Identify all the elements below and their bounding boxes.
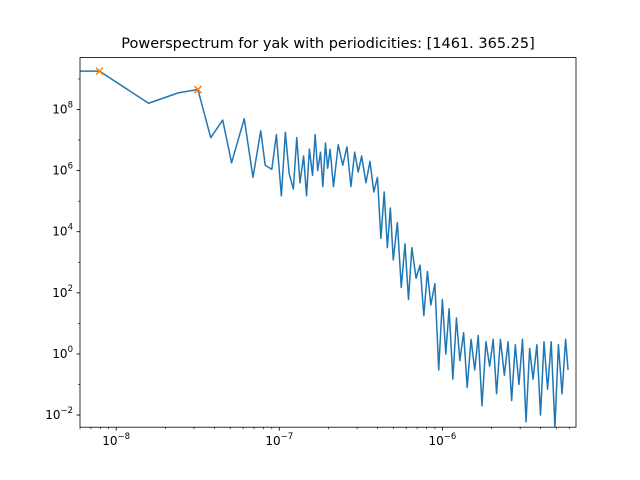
- x-tick-label: 10−6: [428, 432, 456, 448]
- series-line-0: [80, 70, 569, 428]
- chart-title: Powerspectrum for yak with periodicities…: [121, 36, 535, 52]
- peak-marker: [193, 85, 202, 94]
- y-tick-label: 104: [52, 223, 73, 239]
- axes-frame: [79, 57, 577, 428]
- y-axis: 108 106 104 102 100 10−2: [45, 78, 80, 422]
- x-axis: 10−8 10−7 10−6: [79, 427, 570, 448]
- y-tick-label: 100: [52, 345, 73, 361]
- plot-area: [80, 67, 569, 428]
- x-tick-label: 10−8: [102, 432, 130, 448]
- y-tick-label: 108: [52, 101, 73, 117]
- peak-marker: [95, 67, 104, 76]
- x-tick-label: 10−7: [265, 432, 293, 448]
- y-tick-label: 102: [52, 284, 73, 300]
- y-tick-label: 10−2: [45, 406, 73, 422]
- y-tick-label: 106: [52, 162, 73, 178]
